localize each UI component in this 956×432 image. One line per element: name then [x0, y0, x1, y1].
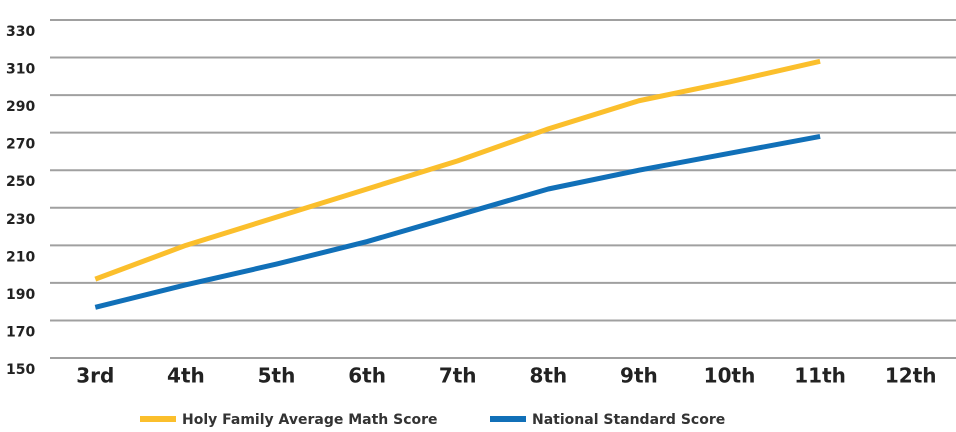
x-tick-label: 11th — [794, 364, 846, 388]
x-tick-label: 7th — [439, 364, 477, 388]
y-tick-label: 190 — [6, 287, 35, 303]
y-tick-label: 150 — [6, 362, 35, 378]
y-tick-label: 210 — [6, 249, 35, 265]
y-tick-label: 250 — [6, 174, 35, 190]
series-line — [94, 133, 821, 310]
x-tick-label: 4th — [167, 364, 205, 388]
y-tick-label: 290 — [6, 99, 35, 115]
x-tick-label: 5th — [258, 364, 296, 388]
x-tick-label: 8th — [529, 364, 567, 388]
legend-label: National Standard Score — [532, 412, 725, 428]
legend-swatch — [490, 416, 526, 422]
legend-label: Holy Family Average Math Score — [182, 412, 438, 428]
y-tick-label: 310 — [6, 62, 35, 78]
y-tick-label: 170 — [6, 324, 35, 340]
x-tick-label: 10th — [704, 364, 756, 388]
x-tick-label: 6th — [348, 364, 386, 388]
y-tick-label: 270 — [6, 137, 35, 153]
y-tick-label: 330 — [6, 24, 35, 40]
x-tick-label: 12th — [885, 364, 937, 388]
series-line — [94, 58, 821, 282]
x-tick-label: 9th — [620, 364, 658, 388]
legend-swatch — [140, 416, 176, 422]
y-tick-label: 230 — [6, 212, 35, 228]
x-tick-label: 3rd — [76, 364, 114, 388]
